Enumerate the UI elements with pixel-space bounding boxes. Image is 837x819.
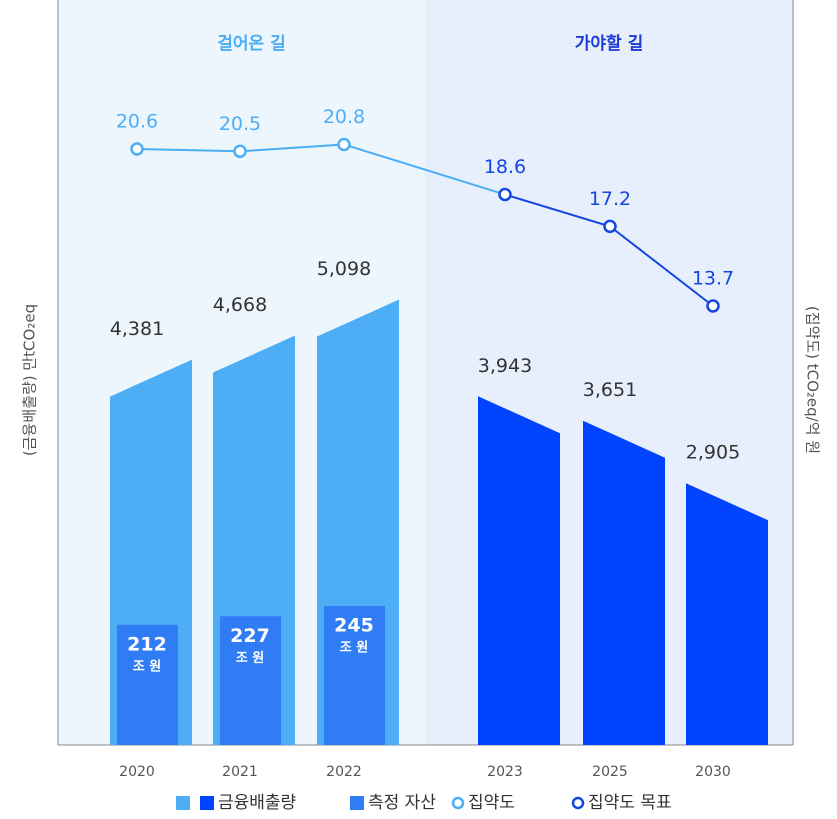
emission-bar: [478, 396, 560, 745]
x-tick-label: 2022: [326, 764, 362, 780]
region-header: 가야할 길: [575, 34, 643, 54]
x-tick-label: 2023: [487, 764, 523, 780]
intensity-label: 20.5: [219, 113, 261, 135]
intensity-point: [498, 187, 512, 202]
intensity-label: 17.2: [589, 188, 631, 210]
emission-label: 4,381: [110, 318, 164, 340]
intensity-label: 20.8: [323, 106, 365, 128]
intensity-point: [706, 299, 720, 313]
emission-label: 3,943: [478, 355, 532, 377]
intensity-point: [603, 219, 617, 234]
x-tick-label: 2020: [119, 764, 155, 780]
x-tick-label: 2025: [592, 764, 628, 780]
legend-swatch: [200, 796, 214, 810]
legend-label: 집약도: [468, 793, 515, 813]
emission-bar: [583, 420, 665, 745]
intensity-label: 20.6: [116, 111, 158, 133]
emission-bar: [686, 483, 768, 745]
emission-label: 5,098: [317, 258, 371, 280]
emission-label: 2,905: [686, 442, 740, 464]
asset-bar: [220, 616, 281, 745]
asset-unit: 조 원: [236, 651, 264, 666]
asset-label: 245: [334, 615, 374, 637]
legend-label: 금융배출량: [218, 793, 297, 813]
intensity-point: [130, 142, 144, 156]
x-tick-label: 2030: [695, 764, 731, 780]
legend-label: 측정 자산: [368, 793, 436, 813]
asset-label: 212: [127, 633, 167, 655]
emission-label: 3,651: [583, 379, 637, 401]
x-tick-label: 2021: [222, 764, 258, 780]
line-connector: [343, 143, 506, 196]
asset-label: 227: [230, 625, 270, 647]
legend-swatch: [176, 796, 190, 810]
intensity-point: [337, 137, 351, 152]
region-header: 걸어온 길: [217, 34, 285, 54]
y2-axis-title: (집약도) tCO₂eq/억 원: [804, 306, 822, 454]
asset-bar: [324, 606, 385, 745]
intensity-point: [233, 144, 247, 159]
asset-unit: 조 원: [133, 659, 161, 674]
legend-label: 집약도 목표: [588, 793, 672, 813]
legend-swatch: [350, 796, 364, 810]
emission-label: 4,668: [213, 294, 267, 316]
legend-marker: [571, 796, 585, 810]
legend-marker: [451, 796, 465, 810]
intensity-label: 18.6: [484, 156, 526, 178]
y-axis-title: (금융배출량) 만tCO₂eq: [21, 304, 39, 456]
asset-bar: [117, 624, 178, 745]
intensity-label: 13.7: [692, 267, 734, 289]
asset-unit: 조 원: [340, 641, 368, 656]
